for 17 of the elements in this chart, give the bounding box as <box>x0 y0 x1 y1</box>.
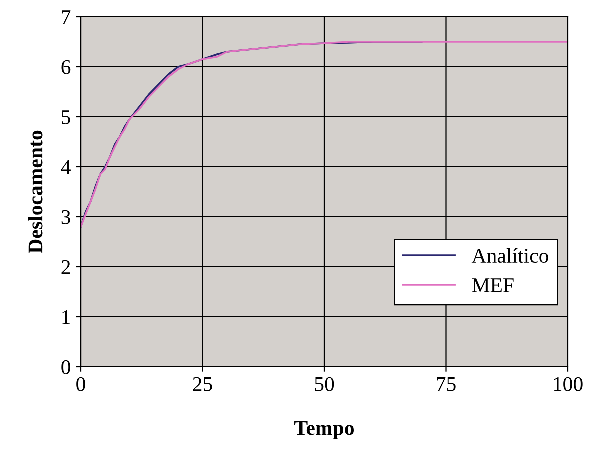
legend-label: Analítico <box>472 248 548 264</box>
x-axis-title: Tempo <box>294 421 354 440</box>
y-tick-label: 3 <box>62 210 70 224</box>
y-tick-label: 5 <box>62 110 70 124</box>
y-tick-label: 4 <box>61 160 71 174</box>
x-tick-label: 75 <box>437 378 456 392</box>
y-tick-label: 2 <box>62 260 70 274</box>
y-tick-label: 7 <box>62 10 71 24</box>
y-tick-label: 6 <box>62 60 71 74</box>
x-tick-label: 100 <box>554 377 583 392</box>
legend-label: MEF <box>472 278 514 292</box>
y-tick-label: 0 <box>62 360 70 374</box>
y-tick-label: 1 <box>62 310 70 324</box>
x-tick-label: 50 <box>315 377 334 392</box>
x-tick-label: 25 <box>193 377 212 392</box>
y-axis-title: Deslocamento <box>28 130 43 254</box>
x-tick-label: 0 <box>76 377 86 392</box>
